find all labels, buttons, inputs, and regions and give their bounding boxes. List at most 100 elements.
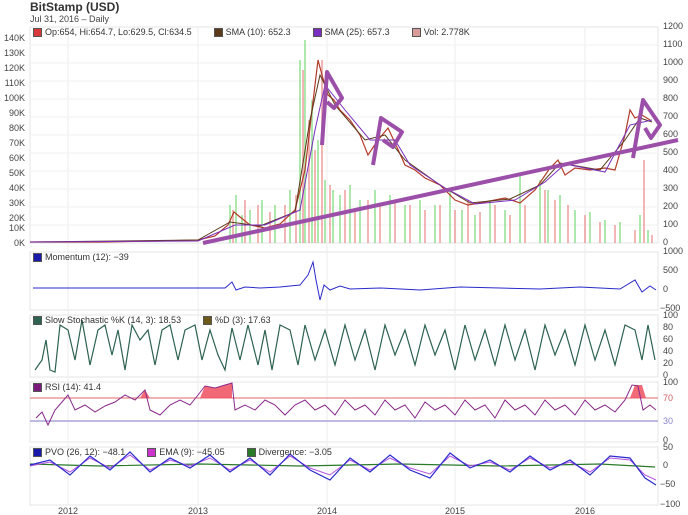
svg-text:80K: 80K: [9, 123, 25, 133]
pvo-line: [29, 451, 657, 486]
legend-momentum[interactable]: Momentum (12): −39: [33, 252, 129, 263]
volume-swatch-icon: [411, 28, 421, 38]
svg-text:1100: 1100: [663, 39, 682, 49]
legend-pvo[interactable]: PVO (26, 12): −48.1: [33, 447, 125, 458]
svg-text:300: 300: [663, 183, 678, 193]
svg-text:0: 0: [663, 237, 668, 247]
svg-text:0: 0: [663, 284, 668, 294]
svg-text:400: 400: [663, 165, 678, 175]
svg-text:130K: 130K: [4, 48, 25, 58]
rsi-legend: RSI (14): 41.4: [33, 382, 101, 393]
rsi-line: [35, 382, 657, 427]
momentum-panel-frame: [29, 251, 659, 311]
momentum-legend: Momentum (12): −39: [33, 252, 129, 263]
svg-text:30: 30: [663, 416, 673, 426]
legend-stoch-k[interactable]: Slow Stochastic %K (14, 3): 18.53: [33, 315, 181, 326]
pvo-ema-swatch-icon: [147, 448, 157, 458]
sma10-swatch-icon: [213, 28, 223, 38]
price-line: [30, 59, 651, 243]
svg-text:20: 20: [663, 358, 673, 368]
stochastic-legend: Slow Stochastic %K (14, 3): 18.53 %D (3)…: [33, 315, 289, 326]
svg-text:140K: 140K: [4, 33, 25, 43]
svg-text:500: 500: [663, 265, 678, 275]
svg-text:0: 0: [663, 370, 668, 380]
svg-text:2012: 2012: [58, 506, 78, 515]
stochastic-panel-frame: [29, 314, 659, 378]
rsi-panel-frame: [29, 381, 659, 443]
svg-text:−100: −100: [660, 499, 680, 509]
svg-text:80: 80: [663, 322, 673, 332]
volume-axis: 140K 130K 120K 110K 100K 90K 80K 70K 60K…: [4, 33, 25, 248]
svg-text:10K: 10K: [9, 223, 25, 233]
momentum-line: [33, 260, 657, 301]
svg-text:50: 50: [663, 442, 673, 452]
stochastic-line: [34, 319, 656, 373]
flag-2016: [631, 98, 662, 159]
svg-text:90K: 90K: [9, 108, 25, 118]
svg-text:2013: 2013: [188, 506, 208, 515]
svg-text:−500: −500: [660, 303, 680, 313]
flag-2013: [320, 70, 344, 146]
svg-text:1000: 1000: [663, 246, 683, 256]
volume-bars: [229, 40, 653, 243]
svg-text:1000: 1000: [663, 57, 683, 67]
pvo-divergence: [29, 463, 656, 468]
stochastic-axis: 100 80 60 40 20 0: [663, 310, 678, 380]
legend-sma25[interactable]: SMA (25): 657.3: [312, 27, 390, 38]
svg-text:70K: 70K: [9, 138, 25, 148]
chart-title: BitStamp (USD): [30, 0, 120, 14]
svg-text:2016: 2016: [575, 506, 595, 515]
legend-divergence[interactable]: Divergence: −3.05: [246, 447, 332, 458]
legend-volume[interactable]: Vol: 2.778K: [411, 27, 470, 38]
stoch-k-swatch-icon: [33, 316, 42, 326]
svg-text:60K: 60K: [9, 153, 25, 163]
svg-text:100: 100: [663, 310, 678, 320]
svg-text:110K: 110K: [5, 78, 25, 88]
svg-text:0: 0: [663, 435, 668, 445]
svg-text:20K: 20K: [9, 213, 25, 223]
svg-text:1200: 1200: [663, 21, 683, 31]
pvo-axis: 50 0 −50 −100: [660, 442, 680, 509]
svg-text:70: 70: [663, 393, 673, 403]
svg-text:500: 500: [663, 147, 678, 157]
svg-text:200: 200: [663, 201, 678, 211]
legend-rsi[interactable]: RSI (14): 41.4: [33, 382, 101, 393]
svg-text:−50: −50: [660, 479, 675, 489]
price-legend: Op:654, Hi:654.7, Lo:629.5, Cl:634.5 SMA…: [33, 27, 488, 38]
pvo-ema: [29, 454, 657, 481]
trend-annotations: [202, 70, 679, 245]
trendline: [202, 138, 679, 245]
ohlc-swatch-icon: [33, 28, 42, 38]
chart-subtitle: Jul 31, 2016 – Daily: [30, 14, 110, 24]
svg-text:700: 700: [663, 111, 678, 121]
svg-text:0K: 0K: [14, 238, 25, 248]
legend-pvo-ema[interactable]: EMA (9): −45.05: [147, 447, 225, 458]
svg-text:0: 0: [663, 460, 668, 470]
svg-text:2015: 2015: [445, 506, 465, 515]
flag-2014: [371, 116, 404, 166]
svg-text:60: 60: [663, 334, 673, 344]
svg-text:600: 600: [663, 129, 678, 139]
svg-text:100: 100: [663, 377, 678, 387]
svg-text:100: 100: [663, 219, 678, 229]
legend-stoch-d[interactable]: %D (3): 17.63: [203, 315, 271, 326]
momentum-swatch-icon: [33, 253, 42, 263]
divergence-swatch-icon: [246, 448, 256, 458]
sma25-swatch-icon: [312, 28, 322, 38]
legend-ohlc[interactable]: Op:654, Hi:654.7, Lo:629.5, Cl:634.5: [33, 27, 192, 38]
svg-text:120K: 120K: [4, 63, 25, 73]
rsi-axis: 100 70 30 0: [663, 377, 678, 445]
svg-text:100K: 100K: [4, 93, 25, 103]
pvo-panel-frame: [29, 446, 659, 506]
svg-text:50K: 50K: [9, 168, 25, 178]
pvo-swatch-icon: [33, 448, 42, 458]
svg-text:800: 800: [663, 93, 678, 103]
legend-sma10[interactable]: SMA (10): 652.3: [213, 27, 291, 38]
price-axis: 1200 1100 1000 900 800 700 600 500 400 3…: [663, 21, 683, 247]
svg-text:30K: 30K: [9, 198, 25, 208]
momentum-axis: 1000 500 0 −500: [660, 246, 683, 313]
svg-text:2014: 2014: [317, 506, 337, 515]
pvo-legend: PVO (26, 12): −48.1 EMA (9): −45.05 Dive…: [33, 447, 350, 458]
